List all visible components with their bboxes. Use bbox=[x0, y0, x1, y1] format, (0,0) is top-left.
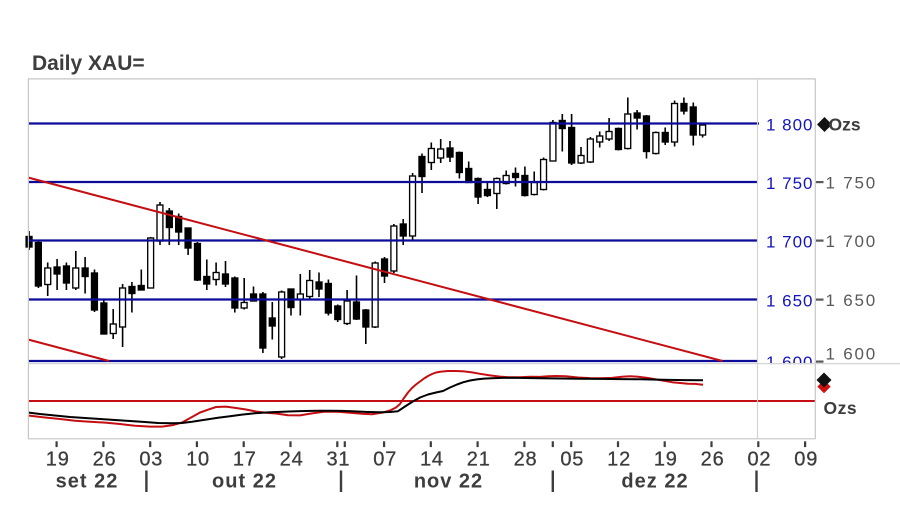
svg-text:26: 26 bbox=[93, 449, 117, 471]
svg-text:1 700: 1 700 bbox=[826, 232, 878, 251]
svg-text:24: 24 bbox=[280, 449, 304, 471]
svg-text:1 750: 1 750 bbox=[766, 174, 814, 193]
svg-text:07: 07 bbox=[373, 449, 397, 471]
svg-text:1 800: 1 800 bbox=[766, 116, 814, 135]
svg-text:14: 14 bbox=[420, 449, 444, 471]
svg-text:19: 19 bbox=[654, 449, 678, 471]
svg-text:05: 05 bbox=[560, 449, 584, 471]
svg-text:set 22: set 22 bbox=[56, 471, 119, 493]
svg-text:1 700: 1 700 bbox=[766, 233, 814, 252]
svg-text:02: 02 bbox=[747, 449, 771, 471]
svg-text:17: 17 bbox=[233, 449, 257, 471]
svg-text:1 750: 1 750 bbox=[826, 174, 878, 193]
svg-text:out 22: out 22 bbox=[212, 471, 277, 493]
svg-text:09: 09 bbox=[794, 449, 818, 471]
svg-text:1 650: 1 650 bbox=[826, 291, 878, 310]
svg-text:Daily XAU=: Daily XAU= bbox=[32, 52, 145, 75]
svg-text:Ozs: Ozs bbox=[829, 115, 861, 135]
svg-text:31: 31 bbox=[326, 449, 350, 471]
svg-text:10: 10 bbox=[186, 449, 210, 471]
svg-text:19: 19 bbox=[46, 449, 70, 471]
svg-text:28: 28 bbox=[514, 449, 538, 471]
svg-text:1 650: 1 650 bbox=[766, 292, 814, 311]
svg-text:03: 03 bbox=[139, 449, 163, 471]
svg-text:1 600: 1 600 bbox=[826, 345, 878, 364]
svg-text:dez 22: dez 22 bbox=[621, 471, 688, 493]
svg-text:nov 22: nov 22 bbox=[414, 471, 483, 493]
svg-text:12: 12 bbox=[607, 449, 631, 471]
svg-text:26: 26 bbox=[701, 449, 725, 471]
svg-text:21: 21 bbox=[467, 449, 491, 471]
svg-text:Ozs: Ozs bbox=[824, 398, 858, 418]
